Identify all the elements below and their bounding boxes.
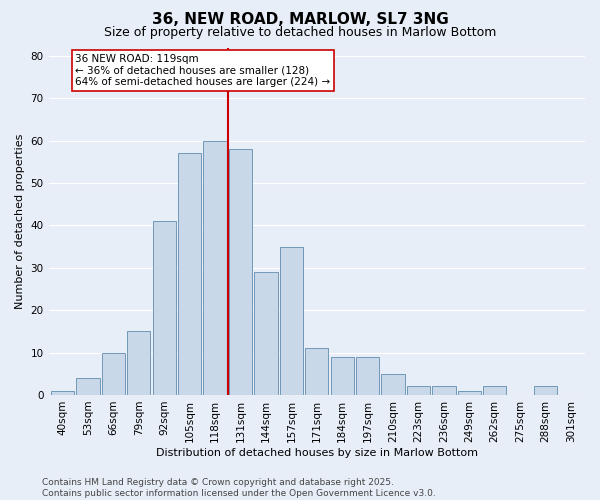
Bar: [76, 378, 100, 395]
Bar: [152, 221, 176, 395]
Bar: [127, 332, 151, 395]
Bar: [534, 386, 557, 395]
Y-axis label: Number of detached properties: Number of detached properties: [15, 134, 25, 309]
Bar: [101, 352, 125, 395]
Bar: [203, 140, 227, 395]
X-axis label: Distribution of detached houses by size in Marlow Bottom: Distribution of detached houses by size …: [156, 448, 478, 458]
Bar: [483, 386, 506, 395]
Bar: [178, 154, 202, 395]
Bar: [356, 357, 379, 395]
Bar: [407, 386, 430, 395]
Bar: [254, 272, 278, 395]
Bar: [229, 149, 252, 395]
Text: 36 NEW ROAD: 119sqm
← 36% of detached houses are smaller (128)
64% of semi-detac: 36 NEW ROAD: 119sqm ← 36% of detached ho…: [75, 54, 331, 87]
Bar: [51, 390, 74, 395]
Text: Contains HM Land Registry data © Crown copyright and database right 2025.
Contai: Contains HM Land Registry data © Crown c…: [42, 478, 436, 498]
Bar: [458, 390, 481, 395]
Bar: [331, 357, 354, 395]
Bar: [382, 374, 405, 395]
Bar: [280, 246, 303, 395]
Bar: [432, 386, 455, 395]
Bar: [305, 348, 328, 395]
Text: 36, NEW ROAD, MARLOW, SL7 3NG: 36, NEW ROAD, MARLOW, SL7 3NG: [152, 12, 448, 28]
Text: Size of property relative to detached houses in Marlow Bottom: Size of property relative to detached ho…: [104, 26, 496, 39]
